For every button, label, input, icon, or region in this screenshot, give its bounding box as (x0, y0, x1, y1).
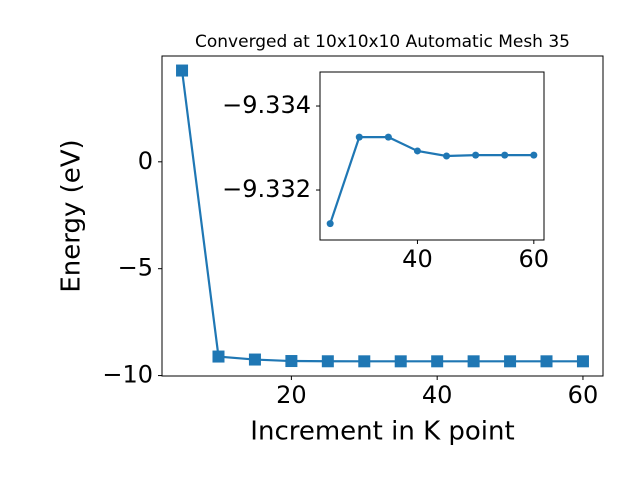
marker (472, 151, 480, 159)
y-tick-label: −10 (102, 361, 153, 389)
x-tick-label: 20 (276, 381, 307, 409)
marker (212, 350, 225, 363)
y-tick-label: 0 (138, 147, 153, 175)
y-tick-label: −5 (118, 254, 153, 282)
y-tick-label: −9.332 (222, 175, 311, 203)
series-line (180, 70, 583, 363)
marker (384, 133, 392, 141)
y-tick-label: −9.334 (222, 91, 311, 119)
marker (355, 133, 363, 141)
marker (443, 152, 451, 160)
marker (501, 151, 509, 159)
chart-title: Converged at 10x10x10 Automatic Mesh 35 (195, 32, 570, 52)
marker (504, 355, 517, 368)
marker (326, 220, 334, 228)
x-axis-label: Increment in K point (250, 417, 514, 447)
marker (394, 355, 407, 368)
marker (576, 355, 589, 368)
x-tick-label: 60 (519, 245, 550, 273)
marker (248, 353, 261, 366)
x-tick-label: 60 (568, 381, 599, 409)
x-tick-label: 40 (402, 245, 433, 273)
marker (285, 355, 298, 368)
marker (321, 355, 334, 368)
marker (358, 355, 371, 368)
marker (413, 147, 421, 155)
marker (530, 151, 538, 159)
marker (431, 355, 444, 368)
x-tick-label: 40 (422, 381, 453, 409)
marker (176, 64, 189, 77)
y-axis-label: Energy (eV) (57, 139, 87, 292)
marker (540, 355, 553, 368)
series-line (329, 136, 534, 224)
marker (467, 355, 480, 368)
